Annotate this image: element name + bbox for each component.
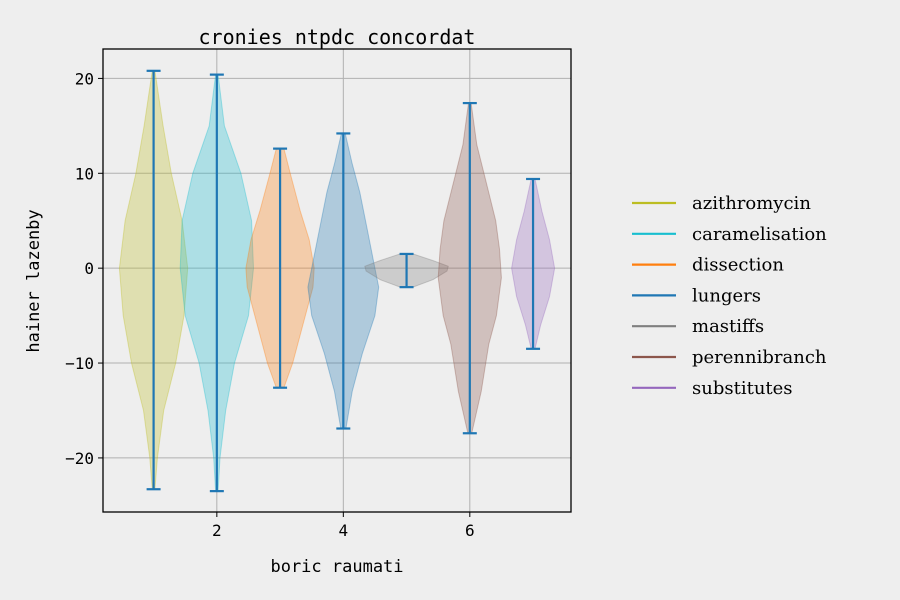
legend-label: lungers <box>692 285 761 306</box>
legend: azithromycin caramelisation dissection lung… <box>632 193 827 399</box>
violin-stats-perennibranch <box>462 101 477 435</box>
legend-label: perennibranch <box>692 347 827 368</box>
y-tick-label: 10 <box>75 164 94 183</box>
legend-label: caramelisation <box>692 224 827 245</box>
violin-stats-caramelisation <box>209 73 224 493</box>
legend-label: dissection <box>692 255 784 276</box>
legend-label: azithromycin <box>692 193 811 214</box>
x-tick-label: 2 <box>212 521 222 540</box>
violin-stats-lungers <box>336 132 351 430</box>
y-axis-label: hainer lazenby <box>24 209 44 352</box>
violin-stats-dissection <box>273 147 288 389</box>
violin-stats-azithromycin <box>146 69 161 491</box>
legend-label: mastiffs <box>692 316 764 337</box>
y-tick-label: −20 <box>65 449 94 468</box>
y-tick-label: 20 <box>75 69 94 88</box>
legend-label: substitutes <box>692 378 793 399</box>
chart-title: cronies ntpdc concordat <box>199 25 476 49</box>
x-axis-label: boric raumati <box>270 557 403 577</box>
violin-stats-substitutes <box>526 177 541 350</box>
axes-frame <box>102 48 572 513</box>
ticks: 2 4 6 −20 −10 0 10 20 <box>65 69 475 540</box>
x-tick-label: 6 <box>465 521 475 540</box>
y-tick-label: 0 <box>84 259 94 278</box>
violins <box>118 69 556 493</box>
violin-stats-mastiffs <box>399 252 414 289</box>
y-tick-label: −10 <box>65 354 94 373</box>
x-tick-label: 4 <box>339 521 349 540</box>
